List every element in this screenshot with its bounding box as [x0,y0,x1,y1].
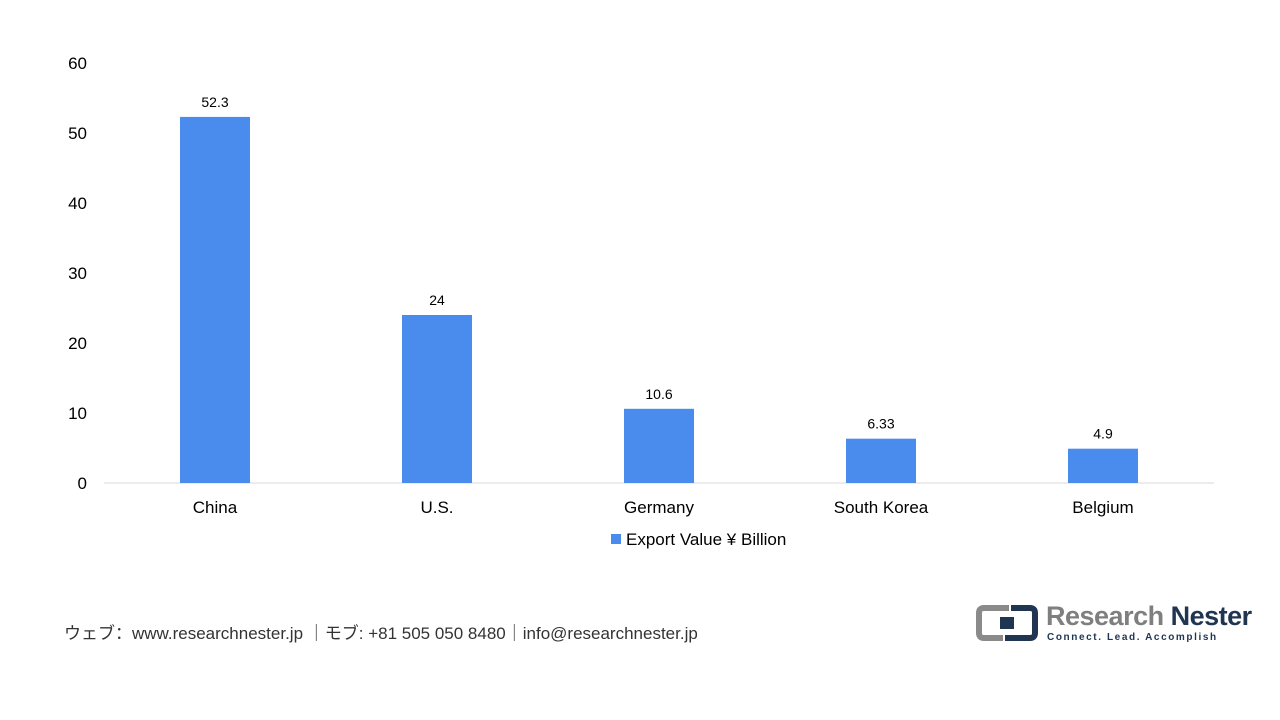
bar [1068,448,1138,483]
y-tick-label: 30 [68,264,87,283]
y-tick-label: 50 [68,124,87,143]
bar [402,315,472,483]
data-labels: 52.3 24 10.6 6.33 4.9 [201,94,1113,442]
y-axis: 0 10 20 30 40 50 60 [68,54,87,493]
category-label: Belgium [1072,498,1133,517]
logo-name-part2: Nester [1170,601,1253,631]
bars [180,116,1138,484]
legend: Export Value ¥ Billion [611,530,786,549]
bar-value-label: 4.9 [1093,426,1113,442]
bar-chart: 0 10 20 30 40 50 60 52.3 24 10.6 6.33 4.9 China U.S… [68,54,1214,549]
legend-label: Export Value ¥ Billion [626,530,786,549]
category-label: U.S. [420,498,453,517]
research-nester-logo-mark-icon [976,605,1038,641]
category-labels: China U.S. Germany South Korea Belgium [193,498,1134,517]
bar-value-label: 6.33 [867,416,894,432]
logo-name-part1: Research [1046,601,1164,631]
bar [180,116,250,484]
category-label: China [193,498,238,517]
category-label: Germany [624,498,694,517]
y-tick-label: 20 [68,334,87,353]
footer-contact-info: ウェブ：www.researchnester.jp ｜モブ: +81 505 0… [64,624,698,643]
y-tick-label: 10 [68,404,87,423]
logo-tagline: Connect. Lead. Accomplish [1047,632,1218,643]
legend-swatch [611,534,621,544]
y-tick-label: 40 [68,194,87,213]
bar-value-label: 24 [429,292,445,308]
y-tick-label: 60 [68,54,87,73]
bar [624,408,694,483]
bar-value-label: 52.3 [201,94,228,110]
y-tick-label: 0 [78,474,87,493]
bar [846,438,916,483]
bar-value-label: 10.6 [645,386,672,402]
logo-name: Research Nester [1046,601,1252,632]
category-label: South Korea [834,498,929,517]
company-logo: Research Nester Connect. Lead. Accomplis… [976,601,1252,645]
